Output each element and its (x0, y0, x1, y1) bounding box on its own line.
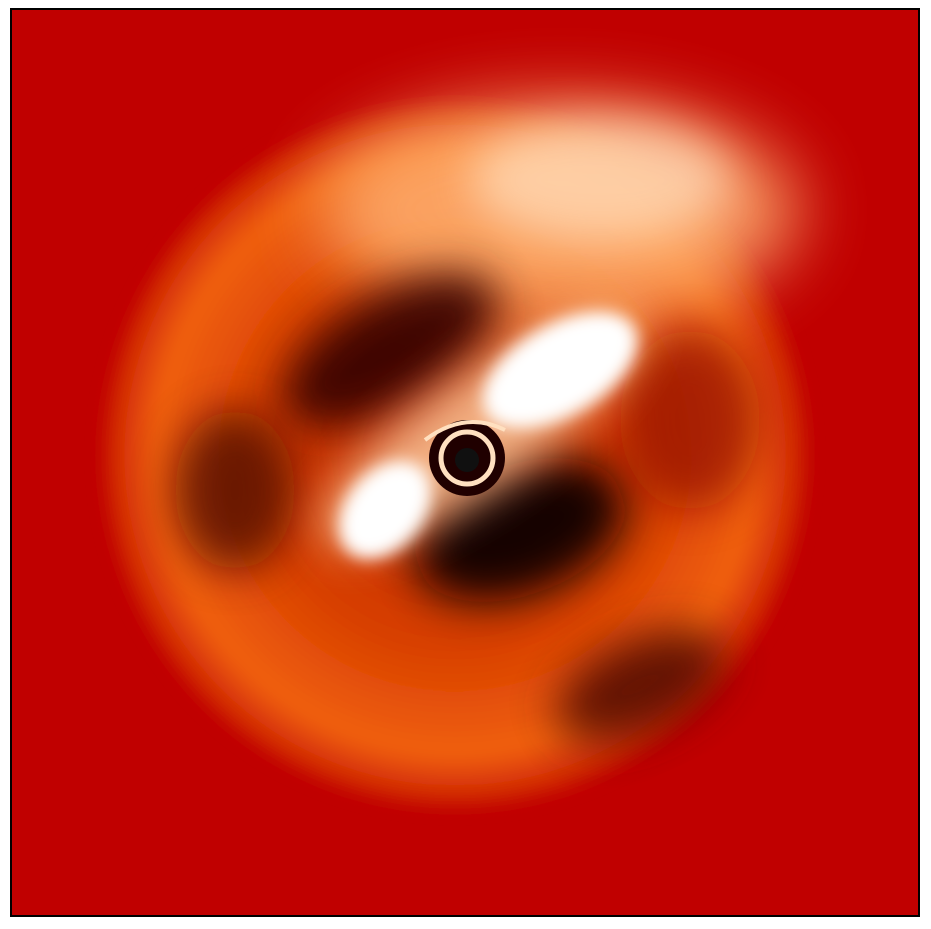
dark-band (620, 330, 760, 510)
frame (10, 8, 920, 917)
disk-image (103, 100, 807, 807)
dark-band (556, 629, 724, 741)
bright-lobe (339, 461, 431, 559)
center (455, 448, 479, 472)
center-arc (423, 420, 506, 442)
dark-band (175, 410, 295, 570)
dark-band (282, 273, 498, 427)
bright-spot (470, 120, 730, 240)
center-ring (438, 429, 496, 487)
bright-lobe (483, 312, 637, 428)
